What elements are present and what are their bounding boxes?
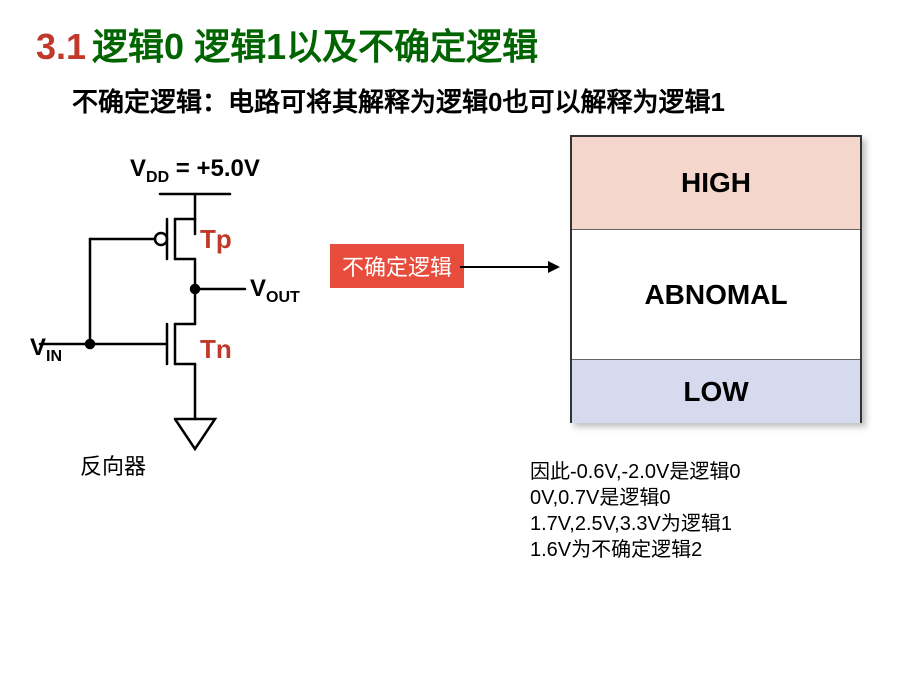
inverter-label: 反向器 <box>80 449 146 481</box>
note-line-3: 1.7V,2.5V,3.3V为逻辑1 <box>530 511 740 537</box>
logic-level-box: HIGH ABNOMAL LOW <box>570 135 862 423</box>
note-line-2: 0V,0.7V是逻辑0 <box>530 485 740 511</box>
note-line-4: 1.6V为不确定逻辑2 <box>530 537 740 563</box>
arrow-icon <box>460 257 560 277</box>
inverter-circuit <box>30 189 310 509</box>
content-area: VDD = +5.0V <box>0 119 920 639</box>
tp-label: Tp <box>200 224 232 255</box>
note-line-1: 因此-0.6V,-2.0V是逻辑0 <box>530 459 740 485</box>
vin-label: VIN <box>30 334 62 366</box>
level-low: LOW <box>572 360 860 423</box>
vout-sub: OUT <box>266 289 300 306</box>
notes-block: 因此-0.6V,-2.0V是逻辑0 0V,0.7V是逻辑0 1.7V,2.5V,… <box>530 459 740 563</box>
vdd-v: V <box>130 155 146 182</box>
vout-label: VOUT <box>250 275 300 307</box>
vdd-sub: DD <box>146 169 169 186</box>
vin-v: V <box>30 334 46 361</box>
uncertain-logic-box: 不确定逻辑 <box>330 244 464 288</box>
vdd-label: VDD = +5.0V <box>130 155 260 187</box>
vout-v: V <box>250 275 266 302</box>
subtitle: 不确定逻辑：电路可将其解释为逻辑0也可以解释为逻辑1 <box>0 70 920 119</box>
slide-title: 3.1 逻辑0 逻辑1以及不确定逻辑 <box>0 0 920 70</box>
vdd-eq: = +5.0V <box>169 155 260 182</box>
title-text: 逻辑0 逻辑1以及不确定逻辑 <box>92 18 538 70</box>
title-number: 3.1 <box>36 26 86 68</box>
level-abnormal: ABNOMAL <box>572 230 860 360</box>
tn-label: Tn <box>200 334 232 365</box>
vin-sub: IN <box>46 348 62 365</box>
level-high: HIGH <box>572 137 860 230</box>
